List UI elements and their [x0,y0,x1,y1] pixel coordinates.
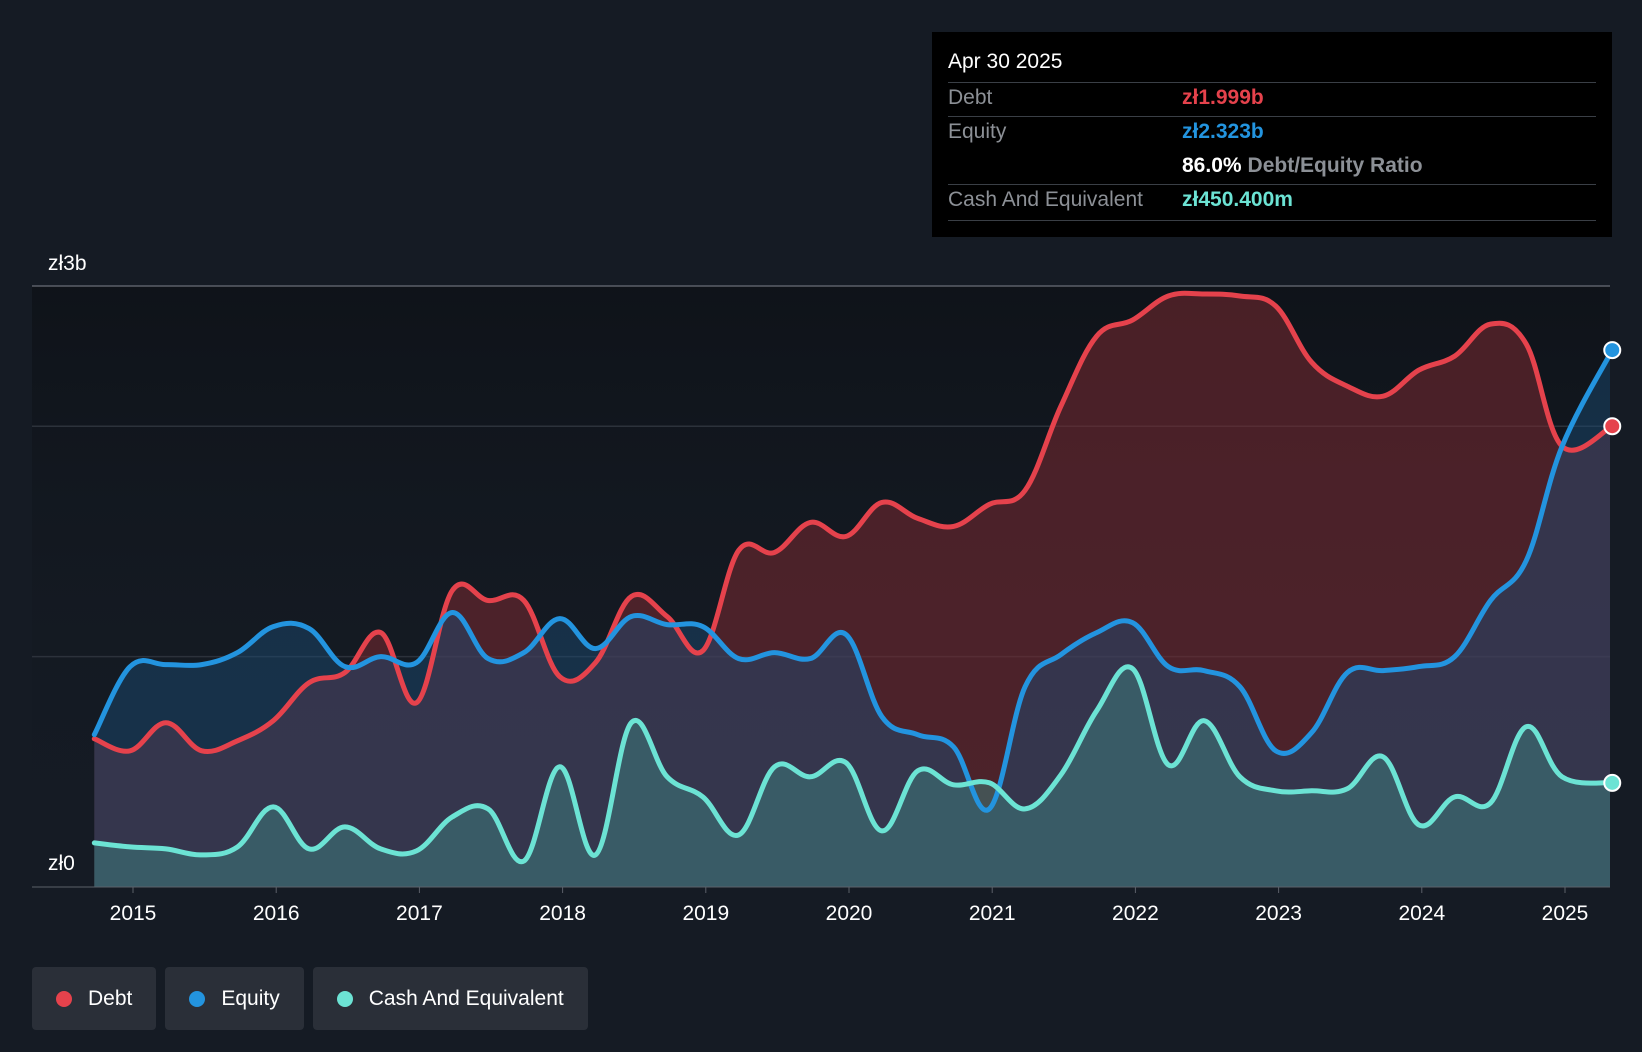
x-tick-label: 2017 [396,902,443,925]
debt-dot-icon [56,990,72,1007]
x-tick-label: 2023 [1255,902,1302,925]
tooltip-cash-value: zł450.400m [1182,188,1293,211]
y-tick-label: zł0 [48,852,75,875]
x-tick-label: 2024 [1398,902,1445,925]
legend-item-debt[interactable]: Debt [32,967,157,1030]
legend-debt-label: Debt [88,986,133,1010]
cash-and-equivalent-line [91,664,1615,865]
tooltip-panel: Apr 30 2025 Debt zł1.999b Equity zł2.323… [932,32,1612,237]
cash-and-equivalent-area [94,666,1610,887]
equity-line [91,347,1615,813]
tooltip-divider [948,184,1596,185]
tooltip-divider [948,82,1596,83]
legend-item-equity[interactable]: Equity [165,967,304,1030]
tooltip-divider [948,116,1596,117]
legend-equity-label: Equity [221,986,280,1010]
legend: Debt Equity Cash And Equivalent [32,967,588,1030]
x-tick-label: 2016 [253,902,300,925]
debt-area [94,293,1610,887]
x-tick-label: 2019 [682,902,729,925]
tooltip-debt-label: Debt [948,86,993,109]
equity-endpoint[interactable] [1603,341,1622,360]
cash-dot-icon [336,990,353,1007]
tooltip-divider [948,220,1596,221]
x-tick-label: 2018 [539,902,586,925]
tooltip-equity-value: zł2.323b [1182,120,1264,143]
x-tick-label: 2020 [826,902,873,925]
tooltip-debt-value: zł1.999b [1182,86,1264,109]
debt-endpoint[interactable] [1603,417,1622,436]
x-tick-label: 2025 [1542,902,1589,925]
tooltip-date: Apr 30 2025 [948,50,1063,73]
y-tick-label: zł3b [48,252,87,275]
legend-cash-label: Cash And Equivalent [368,986,564,1010]
tooltip-cash-label: Cash And Equivalent [948,188,1143,211]
equity-area [94,354,1610,887]
x-tick-label: 2015 [110,902,157,925]
equity-dot-icon [189,990,206,1007]
tooltip-equity-label: Equity [948,120,1007,143]
tooltip-ratio: 86.0% Debt/Equity Ratio [1182,154,1423,178]
debt-line [91,290,1615,755]
x-tick-label: 2022 [1112,902,1159,925]
x-tick-label: 2021 [969,902,1016,925]
cash-and-equivalent-endpoint[interactable] [1603,773,1622,792]
legend-item-cash[interactable]: Cash And Equivalent [312,967,588,1030]
tooltip-ratio-value: 86.0% [1182,154,1242,177]
tooltip-ratio-label: Debt/Equity Ratio [1247,154,1423,177]
